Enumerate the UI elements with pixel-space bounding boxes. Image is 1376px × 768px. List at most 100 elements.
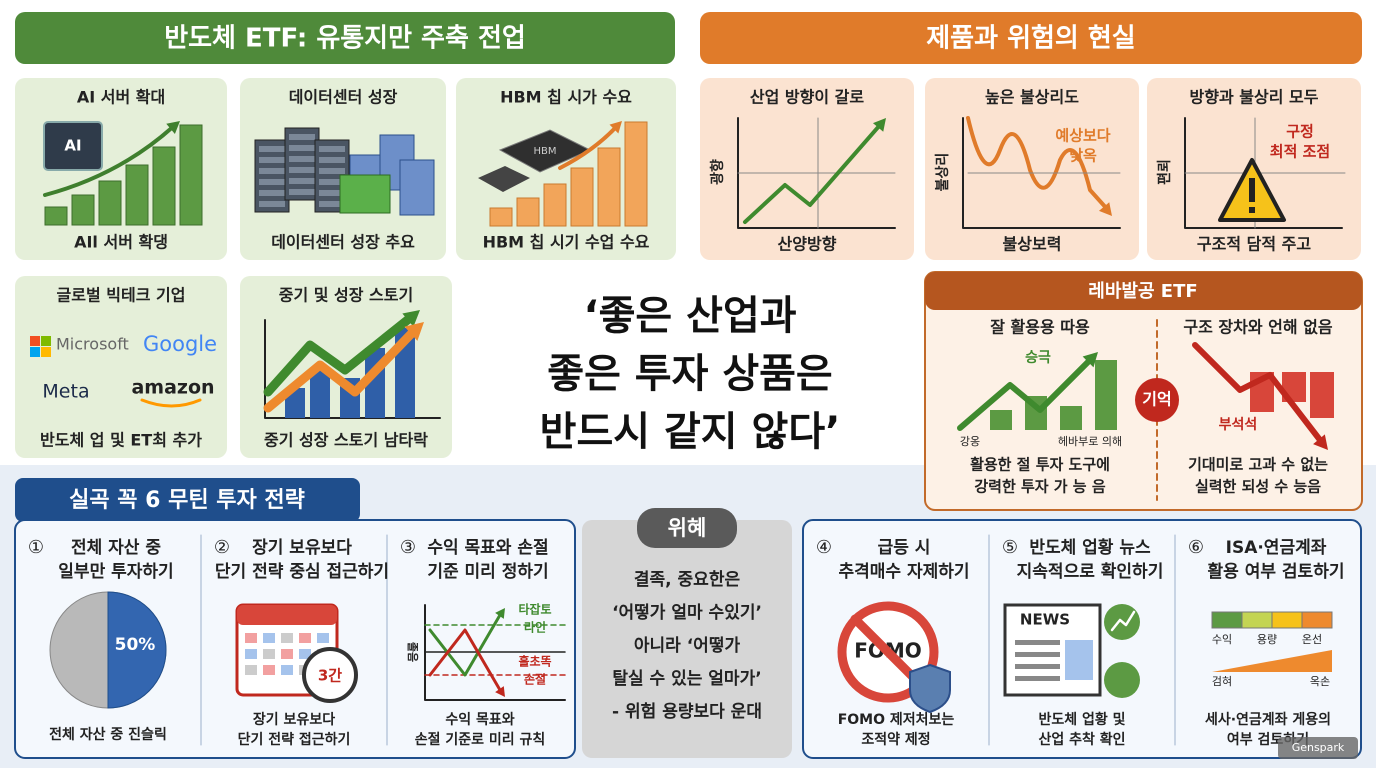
label: 손절 기준로 미리 규칙: [415, 732, 546, 748]
label: ISA·연금계좌: [1226, 538, 1327, 558]
label: 옥손: [1310, 675, 1330, 688]
cal-cell: [245, 665, 257, 675]
label: ‘좋은 산업과: [583, 293, 796, 339]
arrow-head: [402, 310, 420, 327]
scale-seg: [1271, 611, 1303, 629]
label: 지속적으로 확인하기: [1017, 562, 1164, 582]
label: 손절: [524, 673, 546, 687]
icon-line: [1110, 610, 1136, 632]
label: ‘어떻가 얼마 수있기’: [612, 602, 762, 623]
news-line: [1015, 676, 1060, 681]
slot: [319, 168, 345, 174]
label: 데이터센터 성장: [289, 88, 398, 107]
slot: [289, 134, 315, 140]
label: 기대미로 고과 수 없는: [1188, 456, 1328, 474]
arrow: [43, 123, 177, 197]
line: [428, 613, 502, 677]
news-line: [1015, 640, 1060, 645]
label: 승극: [1025, 350, 1051, 366]
bar: [1060, 406, 1082, 430]
label: 기억: [1142, 390, 1171, 409]
slot: [259, 201, 285, 207]
label: 중기 및 성장 스토기: [279, 286, 413, 305]
label: AI: [64, 137, 81, 155]
label: 일부만 투자하기: [58, 562, 173, 582]
label: 세사·연금계좌 게용의: [1205, 711, 1331, 728]
label: 용량: [1257, 633, 1277, 646]
cal-head: [237, 605, 337, 625]
label: 강옹: [960, 435, 980, 448]
label: ②: [214, 537, 230, 558]
bar: [152, 146, 176, 226]
arrow-head: [495, 686, 505, 697]
bar: [125, 164, 149, 226]
label: 졸음: [406, 642, 419, 662]
label: 50%: [115, 635, 156, 655]
label: ④: [816, 537, 832, 558]
warn-bar: [1249, 178, 1255, 202]
label: 낮옥: [1069, 147, 1097, 165]
label: AIl 서버 확댕: [74, 233, 168, 252]
bubble: [1104, 662, 1140, 698]
slot: [289, 178, 315, 184]
scale-seg: [1301, 611, 1333, 629]
label: 3간: [318, 667, 342, 685]
label: 단기 전략 중심 접근하기: [215, 562, 389, 582]
bar: [310, 368, 330, 418]
label: 활용 여부 검토하기: [1208, 561, 1345, 582]
bar: [516, 197, 540, 227]
label: ①: [28, 537, 44, 558]
label: 전체 자산 중: [71, 538, 161, 558]
label: 구조적 담적 주고: [1197, 235, 1311, 254]
bar: [990, 410, 1012, 430]
label: 데이터센터 성장 추요: [271, 233, 415, 252]
label: ③: [400, 537, 416, 558]
cal-cell: [299, 633, 311, 643]
ramp: [1212, 650, 1332, 672]
label: 방향과 불상리 모두: [1190, 88, 1319, 107]
bar: [179, 124, 203, 226]
news-img: [1065, 640, 1093, 680]
cal-cell: [245, 649, 257, 659]
bar: [1310, 372, 1334, 418]
label: 전체 자산 중 진슬릭: [49, 726, 167, 743]
label: 라인: [524, 620, 546, 635]
logo: Meta: [42, 381, 89, 403]
cal-cell: [263, 649, 275, 659]
label: 수익 목표와: [445, 711, 514, 728]
axis: [1184, 117, 1343, 229]
label: 반드시 같지 않다’: [540, 409, 841, 455]
label: 수익 목표와 손절: [427, 537, 548, 558]
rack: [399, 159, 435, 216]
arrow-head: [609, 121, 622, 134]
news-line: [1015, 652, 1060, 657]
label: 강력한 투자 가 능 음: [974, 478, 1105, 496]
bar: [489, 207, 513, 227]
axis: [737, 117, 896, 229]
slot: [319, 201, 345, 207]
pie-slice: [107, 591, 167, 709]
slot: [289, 145, 315, 151]
slot: [259, 157, 285, 163]
label: 높은 불상리도: [985, 88, 1079, 107]
cal-cell: [281, 649, 293, 659]
label: 구조 장차와 언해 없음: [1183, 318, 1332, 337]
slot: [289, 189, 315, 195]
label: 잘 활용용 따용: [990, 318, 1090, 337]
label: ⑥: [1188, 537, 1204, 558]
arrow-head: [872, 118, 886, 132]
label: 산양방향: [778, 235, 837, 254]
rack-green: [339, 174, 391, 214]
label: 중기 성장 스토기 남타락: [264, 431, 428, 450]
badge: [1135, 378, 1179, 422]
line: [743, 123, 882, 224]
label: 반도체 업황 뉴스: [1029, 538, 1151, 558]
label: AI 서버 확대: [77, 88, 165, 107]
slot: [259, 190, 285, 196]
label: 글로벌 빅테크 기업: [57, 286, 186, 305]
bar: [98, 180, 122, 226]
label: 실곡 꼭 6 무틴 투자 전략: [69, 488, 305, 513]
arrow-head: [1082, 352, 1098, 368]
label: 광향: [709, 159, 726, 185]
